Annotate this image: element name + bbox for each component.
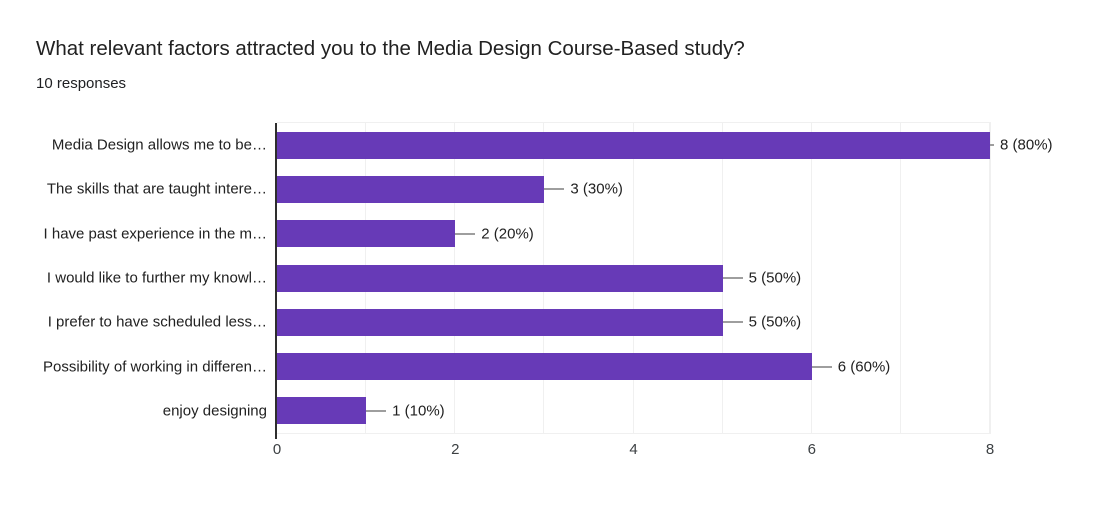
x-tick-label: 4 [629, 441, 638, 458]
category-label: Media Design allows me to be… [51, 136, 267, 154]
category-label: I have past experience in the m… [43, 225, 267, 243]
bar-value-label: 6 (60%) [837, 358, 891, 376]
x-tick-label: 8 [985, 441, 995, 458]
bar [277, 131, 990, 159]
bar [277, 175, 545, 203]
bar-value-label: 5 (50%) [748, 269, 802, 287]
category-label: I prefer to have scheduled less… [47, 313, 267, 331]
bar [277, 308, 723, 336]
gridline [810, 123, 812, 433]
value-leader-line [455, 232, 476, 235]
response-count: 10 responses [36, 75, 127, 92]
gridline [989, 123, 990, 433]
plot-area: 8 (80%) Media Design allows me to be… 3 (3… [43, 122, 1053, 439]
bar-value-label: 5 (50%) [748, 313, 802, 331]
bar-value-label: 2 (20%) [481, 225, 534, 243]
bar-value-label: 1 (10%) [392, 402, 445, 420]
category-label: I would like to further my knowl… [46, 269, 267, 287]
value-leader-line [722, 277, 743, 279]
bar-value-label: 8 (80%) [1000, 136, 1053, 154]
value-leader-line [990, 144, 994, 147]
x-tick-label: 0 [272, 441, 282, 458]
category-label: The skills that are taught intere… [46, 180, 267, 198]
category-label: enjoy designing [162, 402, 267, 420]
bar-value-label: 3 (30%) [570, 180, 623, 198]
category-label: Possibility of working in differen… [43, 358, 267, 376]
x-tick-label: 2 [451, 441, 460, 458]
bar [277, 397, 367, 425]
gridline [899, 123, 901, 433]
value-leader-line [366, 409, 387, 412]
x-tick-label: 6 [807, 441, 816, 458]
value-leader-line [722, 321, 743, 324]
bar [277, 220, 456, 248]
question-title: What relevant factors attracted you to t… [36, 37, 745, 60]
bar [277, 353, 812, 381]
bar [277, 264, 723, 292]
y-axis-line [275, 123, 277, 439]
value-leader-line [544, 188, 565, 191]
value-leader-line [811, 365, 832, 368]
